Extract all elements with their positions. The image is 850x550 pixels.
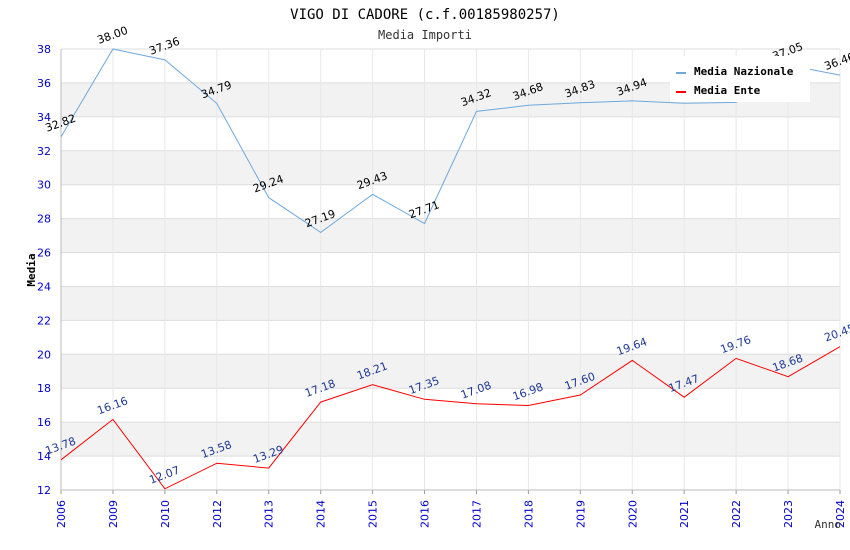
legend: Media Nazionale Media Ente — [670, 56, 810, 102]
y-axis-label: Media — [25, 253, 38, 286]
legend-entry: Media Nazionale — [694, 65, 794, 78]
data-label: 20.45 — [823, 322, 850, 345]
y-axis-ticks: 12 14 16 18 20 22 24 26 28 30 32 34 36 38 — [37, 43, 51, 497]
x-axis-ticks: 2006 2009 2010 2012 2013 2014 2015 2016 2017 2018… — [55, 500, 847, 528]
x-tick-label: 2023 — [782, 500, 795, 528]
legend-box — [670, 56, 810, 102]
y-tick-label: 28 — [37, 213, 51, 226]
grid-band — [61, 354, 840, 389]
x-tick-label: 2012 — [211, 500, 224, 528]
x-tick-label: 2017 — [470, 500, 483, 528]
series-line-media-nazionale — [60, 48, 841, 234]
legend-entry: Media Ente — [694, 84, 761, 97]
series-line-media-ente — [60, 346, 841, 490]
x-tick-label: 2021 — [678, 500, 691, 528]
x-tick-label: 2019 — [574, 500, 587, 528]
x-tick-label: 2013 — [263, 500, 276, 528]
x-tick-label: 2014 — [315, 500, 328, 528]
grid-bands — [61, 82, 840, 457]
grid-band — [61, 422, 840, 457]
x-tick-label: 2024 — [834, 500, 847, 528]
x-tick-label: 2015 — [367, 500, 380, 528]
y-tick-label: 20 — [37, 348, 51, 361]
axes — [60, 49, 841, 494]
y-tick-label: 12 — [37, 484, 51, 497]
x-tick-label: 2009 — [107, 500, 120, 528]
y-tick-label: 22 — [37, 314, 51, 327]
grid-band — [61, 218, 840, 253]
grid-lines — [60, 48, 841, 491]
x-tick-label: 2010 — [159, 500, 172, 528]
y-tick-label: 32 — [37, 145, 51, 158]
series-lines — [60, 48, 841, 490]
x-tick-label: 2022 — [730, 500, 743, 528]
data-label: 38.00 — [96, 24, 130, 47]
y-tick-label: 26 — [37, 247, 51, 260]
y-tick-label: 36 — [37, 77, 51, 90]
y-tick-label: 18 — [37, 382, 51, 395]
grid-band — [61, 286, 840, 321]
chart-subtitle: Media Importi — [378, 28, 472, 42]
x-tick-label: 2018 — [522, 500, 535, 528]
x-axis-label: Anno — [815, 518, 842, 531]
chart-title: VIGO DI CADORE (c.f.00185980257) — [290, 7, 560, 23]
x-tick-label: 2016 — [419, 500, 432, 528]
x-tick-label: 2006 — [55, 500, 68, 528]
y-tick-label: 16 — [37, 416, 51, 429]
x-tick-label: 2020 — [626, 500, 639, 528]
data-label: 36.46 — [823, 50, 850, 73]
y-tick-label: 30 — [37, 179, 51, 192]
y-tick-label: 14 — [37, 450, 51, 463]
y-tick-label: 34 — [37, 111, 51, 124]
y-tick-label: 38 — [37, 43, 51, 56]
y-tick-label: 24 — [37, 280, 51, 293]
